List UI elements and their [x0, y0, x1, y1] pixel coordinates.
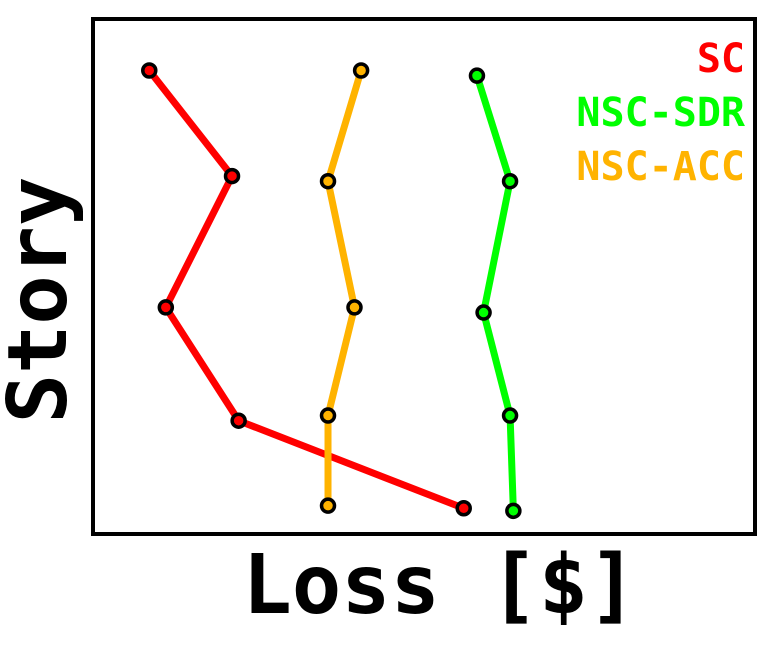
data-point-nsc-sdr-2 [501, 172, 519, 190]
data-point-nsc-acc-4 [319, 407, 337, 424]
data-point-nsc-acc-2 [319, 172, 337, 190]
data-point-nsc-sdr-5 [505, 502, 522, 520]
plot-frame [91, 17, 757, 536]
data-point-nsc-sdr-3 [475, 304, 492, 321]
data-point-nsc-acc-3 [346, 299, 363, 316]
data-point-sc-3 [157, 299, 175, 316]
legend-entry-sc: SC [697, 36, 745, 82]
y-axis-title: Story [0, 177, 86, 424]
data-point-nsc-acc-5 [319, 497, 337, 514]
x-axis-title: Loss [$] [243, 538, 638, 633]
legend-entry-nsc-acc: NSC-ACC [576, 144, 745, 190]
data-point-nsc-acc-1 [352, 62, 370, 79]
data-point-sc-4 [230, 412, 247, 429]
data-point-sc-1 [141, 62, 158, 79]
data-point-sc-2 [223, 167, 241, 185]
legend: SC NSC-SDR NSC-ACC [576, 36, 745, 190]
series-layer [141, 62, 522, 520]
data-point-sc-5 [455, 500, 472, 517]
data-point-nsc-sdr-4 [501, 407, 519, 424]
data-point-nsc-sdr-1 [468, 67, 486, 84]
legend-entry-nsc-sdr: NSC-SDR [576, 90, 745, 136]
